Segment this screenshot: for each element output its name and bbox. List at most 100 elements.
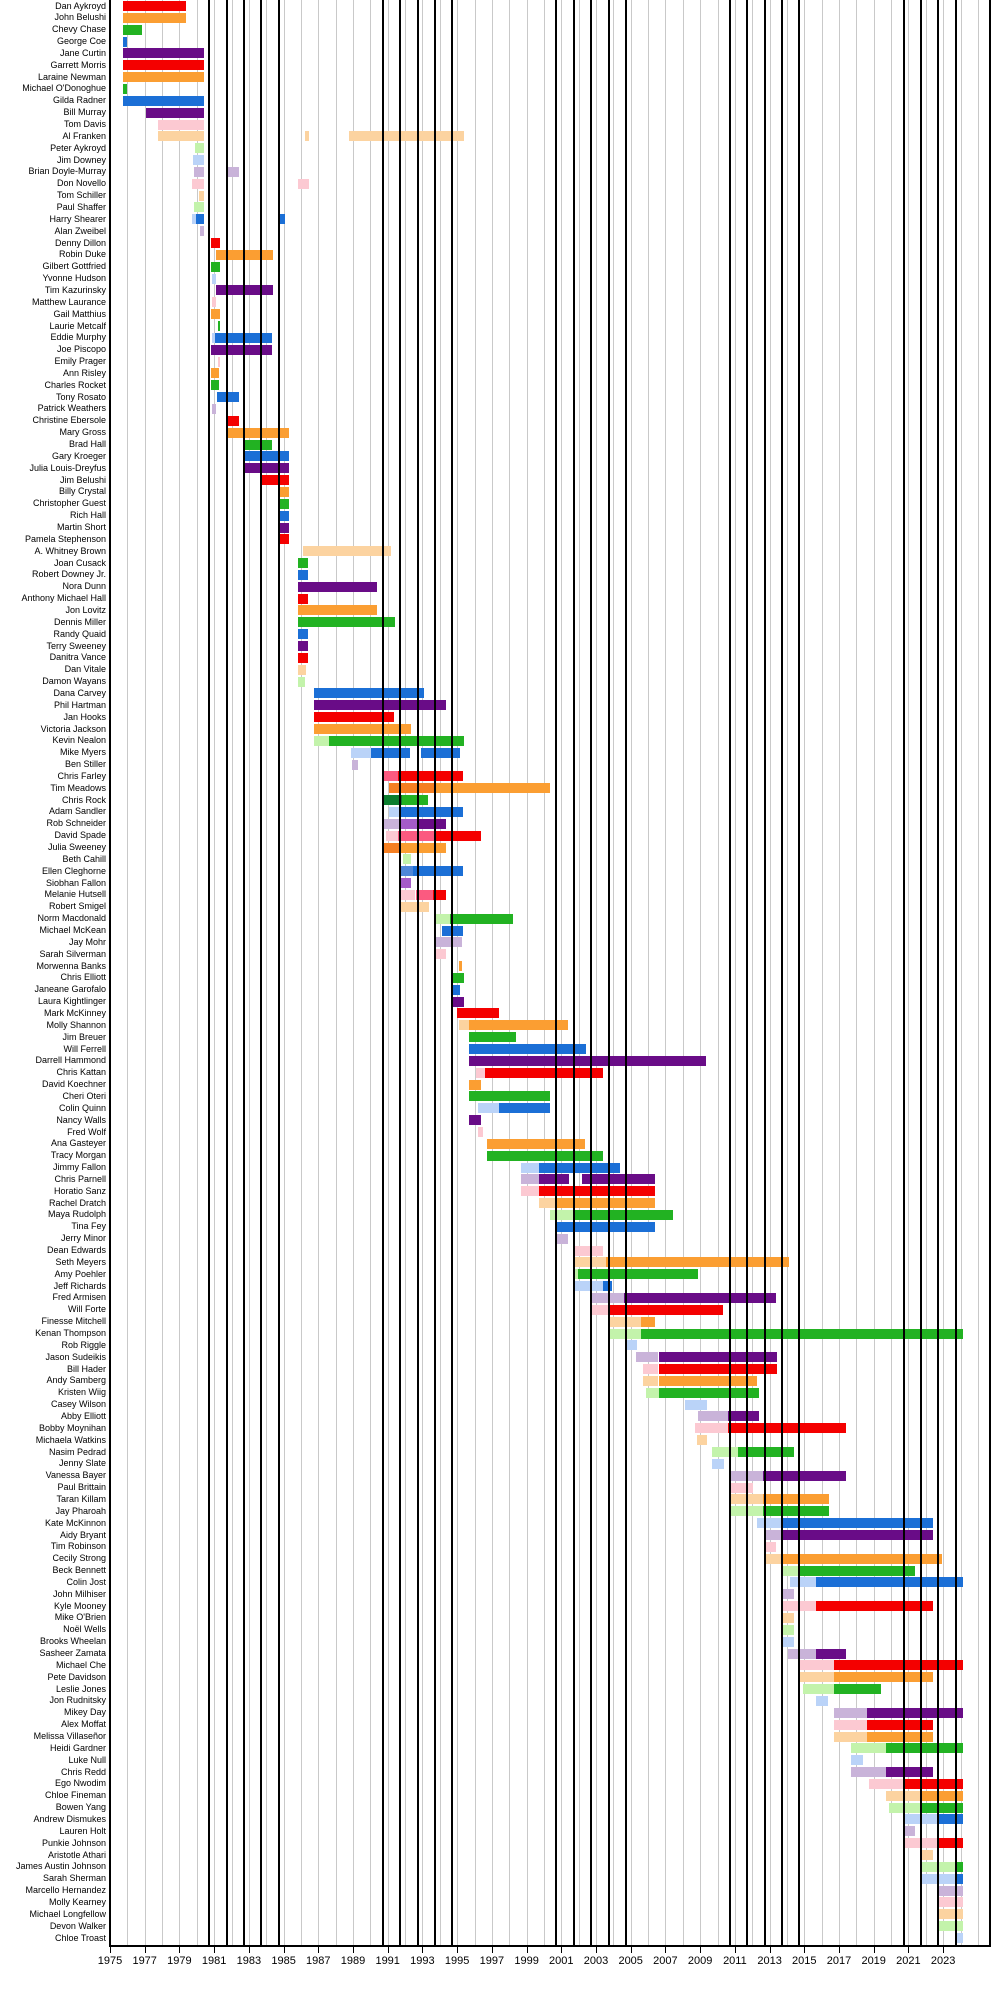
cast-member-label[interactable]: Aidy Bryant	[59, 1529, 106, 1540]
cast-member-label[interactable]: Kristen Wiig	[57, 1387, 106, 1398]
tenure-bar[interactable]	[762, 1470, 846, 1481]
tenure-bar[interactable]	[573, 1209, 674, 1220]
cast-member-label[interactable]: Bill Hader	[66, 1363, 106, 1374]
cast-member-label[interactable]: Pete Davidson	[47, 1671, 106, 1682]
tenure-bar[interactable]	[123, 48, 204, 59]
cast-member-label[interactable]: Melanie Hutsell	[44, 889, 106, 900]
cast-member-label[interactable]: Gail Matthius	[53, 308, 106, 319]
tenure-bar[interactable]	[123, 72, 204, 83]
tenure-bar[interactable]	[756, 1518, 782, 1529]
cast-member-label[interactable]: Patrick Weathers	[37, 403, 106, 414]
cast-member-label[interactable]: Jim Breuer	[62, 1031, 106, 1042]
cast-member-label[interactable]: Laura Kightlinger	[37, 996, 106, 1007]
cast-member-label[interactable]: Chris Kattan	[56, 1067, 106, 1078]
cast-member-label[interactable]: Chris Parnell	[54, 1173, 106, 1184]
cast-member-label[interactable]: Vanessa Bayer	[45, 1470, 106, 1481]
tenure-bar[interactable]	[885, 1767, 933, 1778]
tenure-bar[interactable]	[608, 1328, 642, 1339]
tenure-bar[interactable]	[279, 522, 289, 533]
cast-member-label[interactable]: Tim Meadows	[50, 782, 106, 793]
cast-member-label[interactable]: Will Ferrell	[63, 1043, 107, 1054]
tenure-bar[interactable]	[577, 1269, 699, 1280]
tenure-bar[interactable]	[538, 1198, 557, 1209]
cast-member-label[interactable]: Dana Carvey	[53, 687, 106, 698]
cast-member-label[interactable]: Brad Hall	[68, 439, 106, 450]
tenure-bar[interactable]	[210, 344, 273, 355]
cast-member-label[interactable]: Jimmy Fallon	[52, 1162, 106, 1173]
tenure-bar[interactable]	[227, 166, 240, 177]
cast-member-label[interactable]: Tina Fey	[71, 1221, 106, 1232]
tenure-bar[interactable]	[762, 1494, 829, 1505]
tenure-bar[interactable]	[450, 913, 513, 924]
tenure-bar[interactable]	[833, 1731, 867, 1742]
tenure-bar[interactable]	[469, 1032, 517, 1043]
tenure-bar[interactable]	[415, 889, 433, 900]
tenure-bar[interactable]	[556, 1233, 569, 1244]
tenure-bar[interactable]	[606, 1257, 789, 1268]
cast-member-label[interactable]: Christine Ebersole	[32, 415, 106, 426]
tenure-bar[interactable]	[297, 581, 377, 592]
cast-member-label[interactable]: Christopher Guest	[32, 498, 106, 509]
tenure-bar[interactable]	[781, 1589, 794, 1600]
tenure-bar[interactable]	[866, 1731, 933, 1742]
tenure-bar[interactable]	[399, 818, 418, 829]
tenure-bar[interactable]	[712, 1447, 739, 1458]
tenure-bar[interactable]	[451, 996, 464, 1007]
cast-member-label[interactable]: Luke Null	[68, 1754, 106, 1765]
tenure-bar[interactable]	[382, 795, 402, 806]
tenure-bar[interactable]	[469, 1055, 707, 1066]
cast-member-label[interactable]: Robert Downey Jr.	[31, 569, 106, 580]
tenure-bar[interactable]	[297, 617, 395, 628]
tenure-bar[interactable]	[957, 1933, 964, 1943]
tenure-bar[interactable]	[727, 1411, 760, 1422]
tenure-bar[interactable]	[313, 735, 329, 746]
tenure-bar[interactable]	[123, 95, 204, 106]
cast-member-label[interactable]: Martin Short	[56, 522, 106, 533]
tenure-bar[interactable]	[388, 783, 435, 794]
cast-member-label[interactable]: Jan Hooks	[63, 711, 106, 722]
cast-member-label[interactable]: Rob Riggle	[61, 1339, 106, 1350]
tenure-bar[interactable]	[469, 1044, 586, 1055]
cast-member-label[interactable]: Anthony Michael Hall	[21, 593, 106, 604]
tenure-bar[interactable]	[521, 1174, 539, 1185]
tenure-bar[interactable]	[211, 297, 216, 308]
tenure-bar[interactable]	[484, 1067, 603, 1078]
cast-member-label[interactable]: Cecily Strong	[52, 1553, 106, 1564]
tenure-bar[interactable]	[401, 795, 429, 806]
tenure-bar[interactable]	[478, 1103, 499, 1114]
cast-member-label[interactable]: Paul Shaffer	[56, 201, 106, 212]
tenure-bar[interactable]	[729, 1470, 763, 1481]
tenure-bar[interactable]	[645, 1387, 659, 1398]
cast-member-label[interactable]: Peter Aykroyd	[50, 142, 106, 153]
cast-member-label[interactable]: Dean Edwards	[46, 1245, 106, 1256]
cast-member-label[interactable]: Mikey Day	[63, 1707, 106, 1718]
tenure-bar[interactable]	[123, 24, 143, 35]
tenure-bar[interactable]	[833, 1719, 867, 1730]
cast-member-label[interactable]: Nancy Walls	[56, 1114, 106, 1125]
tenure-bar[interactable]	[957, 1873, 964, 1884]
tenure-bar[interactable]	[764, 1530, 782, 1540]
tenure-bar[interactable]	[469, 1115, 482, 1126]
tenure-bar[interactable]	[386, 830, 399, 841]
cast-member-label[interactable]: Jeff Richards	[53, 1280, 106, 1291]
cast-member-label[interactable]: Lauren Holt	[59, 1825, 106, 1836]
tenure-bar[interactable]	[641, 1316, 655, 1327]
tenure-bar[interactable]	[764, 1553, 782, 1564]
tenure-bar[interactable]	[550, 1209, 574, 1220]
tenure-bar[interactable]	[868, 1778, 904, 1789]
tenure-bar[interactable]	[435, 949, 446, 960]
tenure-bar[interactable]	[435, 913, 451, 924]
cast-member-label[interactable]: Laraine Newman	[37, 71, 106, 82]
cast-member-label[interactable]: Gary Kroeger	[51, 450, 106, 461]
tenure-bar[interactable]	[957, 1861, 964, 1872]
cast-member-label[interactable]: David Koechner	[41, 1079, 106, 1090]
cast-member-label[interactable]: Jim Downey	[56, 154, 106, 165]
tenure-bar[interactable]	[486, 1138, 586, 1149]
tenure-bar[interactable]	[210, 238, 221, 249]
cast-member-label[interactable]: Robert Smigel	[48, 901, 106, 912]
tenure-bar[interactable]	[920, 1802, 964, 1813]
cast-member-label[interactable]: Jay Mohr	[68, 936, 106, 947]
tenure-bar[interactable]	[658, 1364, 777, 1375]
tenure-bar[interactable]	[383, 842, 400, 853]
tenure-bar[interactable]	[194, 202, 204, 213]
